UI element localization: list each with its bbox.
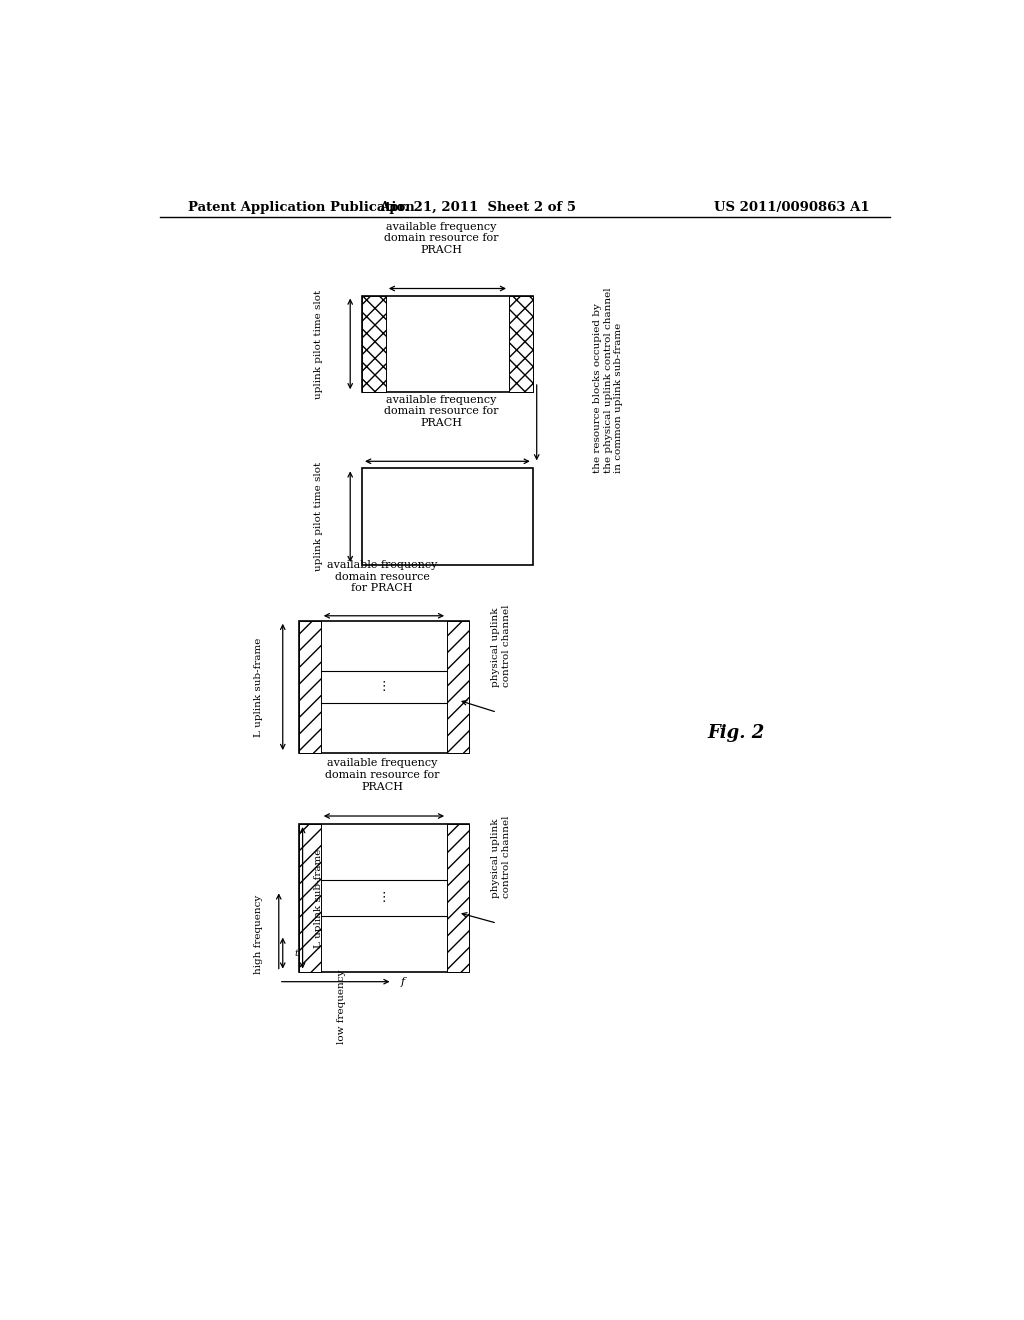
Text: t: t [295,949,299,957]
Text: available frequency
domain resource
for PRACH: available frequency domain resource for … [327,560,437,594]
Text: Apr. 21, 2011  Sheet 2 of 5: Apr. 21, 2011 Sheet 2 of 5 [379,201,575,214]
Text: available frequency
domain resource for
PRACH: available frequency domain resource for … [384,222,499,255]
Text: low frequency: low frequency [337,970,346,1044]
Text: L uplink sub-frame: L uplink sub-frame [314,849,323,948]
Text: physical uplink
control channel: physical uplink control channel [492,816,511,898]
Bar [299,824,469,972]
Bar [299,620,469,752]
Bar [299,620,321,752]
Text: Fig. 2: Fig. 2 [708,723,765,742]
Bar [362,296,532,392]
Text: L uplink sub-frame: L uplink sub-frame [254,638,263,737]
Text: available frequency
domain resource for
PRACH: available frequency domain resource for … [325,759,439,792]
Bar [447,620,469,752]
Text: ⋮: ⋮ [378,680,390,693]
Text: US 2011/0090863 A1: US 2011/0090863 A1 [715,201,870,214]
Text: Patent Application Publication: Patent Application Publication [187,201,415,214]
Bar [509,296,532,392]
Text: the resource blocks occupied by
the physical uplink control channel
in common up: the resource blocks occupied by the phys… [593,288,623,474]
Text: ⋮: ⋮ [378,891,390,904]
Bar [299,824,321,972]
Bar [362,469,532,565]
Bar [362,296,386,392]
Text: high frequency: high frequency [254,895,263,974]
Text: f: f [400,977,404,986]
Text: available frequency
domain resource for
PRACH: available frequency domain resource for … [384,395,499,428]
Bar [447,824,469,972]
Text: physical uplink
control channel: physical uplink control channel [492,605,511,686]
Text: uplink pilot time slot: uplink pilot time slot [314,289,323,399]
Text: uplink pilot time slot: uplink pilot time slot [314,462,323,572]
